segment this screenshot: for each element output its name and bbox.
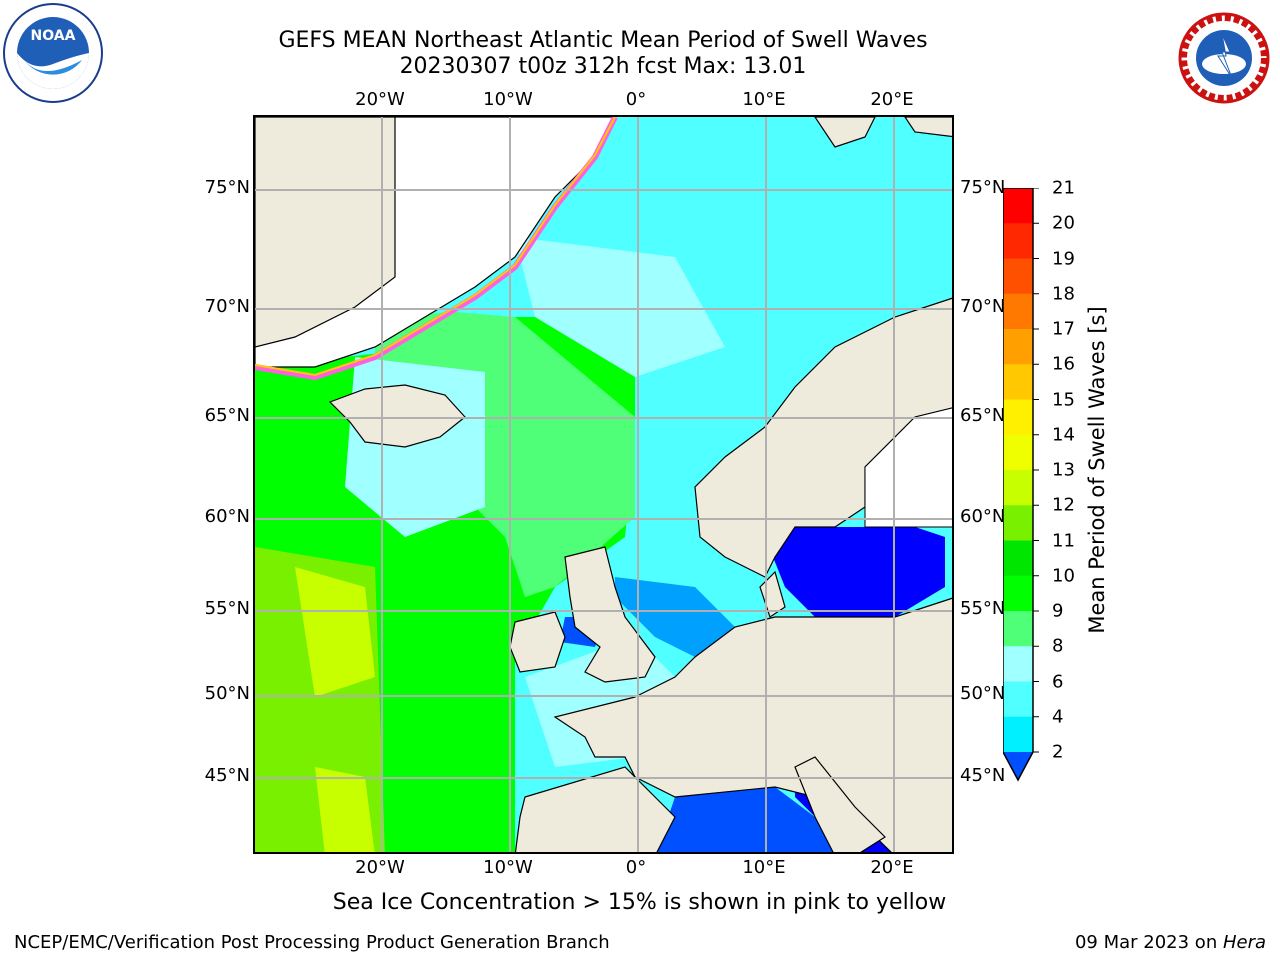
colorbar-level-label: 10 (1052, 565, 1075, 587)
footer-date-text: 09 Mar 2023 on (1074, 932, 1223, 953)
colorbar-title: Mean Period of Swell Waves [s] (1085, 306, 1109, 634)
lon-label-top: 20°E (870, 89, 914, 110)
footer-credit: NCEP/EMC/Verification Post Processing Pr… (14, 932, 610, 953)
lon-label-top: 20°W (355, 89, 405, 110)
ocean-pale-patch (515, 237, 725, 377)
colorbar-level-label: 21 (1052, 177, 1075, 199)
footer-date: 09 Mar 2023 on Hera (1075, 932, 1266, 953)
lon-label-top: 10°E (742, 89, 786, 110)
lat-label-left: 75°N (204, 177, 250, 198)
ice-edge (255, 117, 618, 381)
lon-label-bottom: 0° (625, 857, 647, 878)
colorbar-box (1003, 575, 1033, 612)
lon-label-bottom: 10°W (483, 857, 533, 878)
ocean-yellow-patch (315, 767, 375, 852)
map-subtitle: 20230307 t00z 312h fcst Max: 13.01 (399, 54, 807, 79)
ocean-yellow-patch (295, 567, 375, 697)
colorbar-level-label: 2 (1052, 741, 1064, 763)
italy (794, 756, 886, 852)
nws-logo (1178, 12, 1270, 104)
lat-label-right: 55°N (960, 598, 1006, 619)
lat-label-left: 55°N (204, 598, 250, 619)
iceland (328, 384, 466, 448)
colorbar-boxes (1003, 188, 1033, 753)
finland-ice (864, 407, 952, 528)
colorbar-box (1003, 505, 1033, 541)
colorbar-box (1003, 329, 1033, 365)
lon-label-bottom: 10°E (742, 857, 786, 878)
colorbar-box (1003, 364, 1033, 400)
colorbar-level-label: 9 (1052, 600, 1064, 622)
lat-label-left: 65°N (204, 405, 250, 426)
colorbar-level-label: 4 (1052, 706, 1064, 728)
colorbar-box (1003, 188, 1033, 224)
lon-label-bottom: 20°E (870, 857, 914, 878)
lon-label-top: 0° (625, 89, 647, 110)
colorbar-box (1003, 434, 1033, 471)
lat-label-right: 70°N (960, 296, 1006, 317)
colorbar-extend-triangle (1003, 752, 1033, 780)
lat-label-right: 50°N (960, 683, 1006, 704)
colorbar-box (1003, 293, 1033, 330)
iberia (514, 766, 676, 852)
colorbar-level-label: 8 (1052, 635, 1064, 657)
colorbar (1003, 188, 1039, 782)
map-title: GEFS MEAN Northeast Atlantic Mean Period… (278, 28, 928, 53)
colorbar-level-label: 14 (1052, 424, 1075, 446)
colorbar-level-label: 11 (1052, 530, 1075, 551)
colorbar-level-label: 15 (1052, 389, 1075, 410)
colorbar-level-label: 12 (1052, 494, 1075, 516)
ireland (509, 611, 566, 673)
baltic-sea-zone (765, 517, 945, 617)
lat-label-right: 60°N (960, 506, 1006, 527)
svalbard-east (904, 117, 952, 138)
lat-label-left: 60°N (204, 506, 250, 527)
great-britain (564, 546, 656, 683)
lat-label-left: 70°N (204, 296, 250, 317)
greenland-land (255, 117, 396, 348)
lat-label-left: 45°N (204, 765, 250, 786)
colorbar-box (1003, 399, 1033, 436)
lon-label-top: 10°W (483, 89, 533, 110)
ocean-northsea-zone (615, 577, 735, 657)
colorbar-box (1003, 716, 1033, 753)
lat-label-right: 45°N (960, 765, 1006, 786)
map-canvas (255, 117, 952, 852)
lat-label-right: 65°N (960, 405, 1006, 426)
ice-note: Sea Ice Concentration > 15% is shown in … (332, 890, 947, 915)
colorbar-box (1003, 470, 1033, 506)
map-panel (253, 115, 954, 854)
lat-label-right: 75°N (960, 177, 1006, 198)
colorbar-box (1003, 258, 1033, 295)
colorbar-box (1003, 681, 1033, 718)
mediterranean-zone (656, 787, 851, 852)
colorbar-box (1003, 223, 1033, 259)
footer-host: Hera (1222, 932, 1266, 953)
lon-label-bottom: 20°W (355, 857, 405, 878)
svalbard (814, 117, 876, 148)
colorbar-level-label: 17 (1052, 318, 1075, 340)
noaa-logo: NOAA (3, 3, 103, 103)
colorbar-ticks (1033, 188, 1039, 753)
colorbar-outline (1003, 188, 1034, 782)
graticule (255, 117, 952, 852)
colorbar-level-label: 18 (1052, 283, 1075, 305)
colorbar-level-label: 13 (1052, 459, 1075, 481)
lat-label-left: 50°N (204, 683, 250, 704)
colorbar-box (1003, 611, 1033, 647)
colorbar-box (1003, 540, 1033, 577)
colorbar-box (1003, 646, 1033, 682)
colorbar-level-label: 16 (1052, 353, 1075, 375)
colorbar-level-label: 20 (1052, 212, 1075, 234)
colorbar-level-label: 6 (1052, 671, 1064, 692)
noaa-logo-text: NOAA (31, 28, 76, 44)
colorbar-level-label: 19 (1052, 248, 1075, 269)
ice-edge-inner (255, 117, 616, 377)
